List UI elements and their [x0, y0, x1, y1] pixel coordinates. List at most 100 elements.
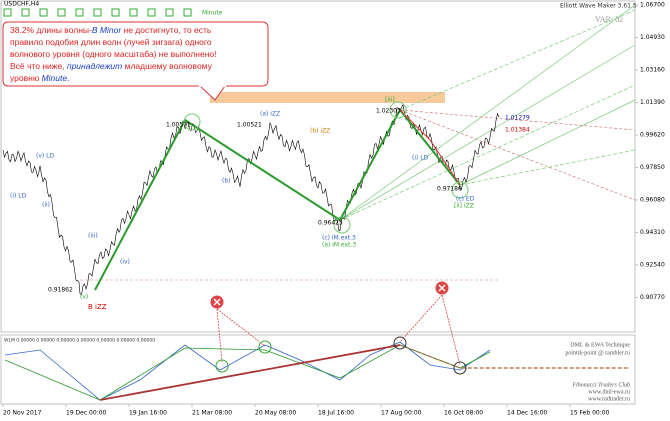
- watermark-line: www.radtrader.ru: [588, 396, 630, 402]
- annotation-segment: уровню: [10, 73, 42, 83]
- price-tag: 0.91862: [48, 287, 73, 294]
- fan-line: [399, 9, 636, 111]
- indicator-title: WLM 0.00000 0.00000 0.00000 0.00000 0.00…: [4, 338, 155, 344]
- target-zone: [210, 92, 445, 103]
- price-label: 0.94310: [640, 229, 665, 236]
- watermark: DML & EWA Technique pointik-point @ rambl…: [565, 342, 630, 402]
- time-label: 20 Nov 2017: [3, 410, 42, 417]
- time-label: 18 Jul 16:00: [318, 410, 354, 417]
- annotation-segment: волнового уровня (одного масштаба) не вы…: [10, 49, 217, 59]
- wave-circle: [451, 181, 469, 199]
- x-marker-icon: [438, 284, 446, 292]
- toolbar: Minute: [3, 8, 223, 17]
- price-label: 0.97850: [640, 164, 665, 171]
- tool-button[interactable]: [57, 8, 66, 17]
- watermark-line: www.dml-ewa.ru: [588, 389, 630, 395]
- wave-circle: [183, 113, 201, 131]
- price-tag: 0.96425: [318, 220, 343, 227]
- arrow: [441, 294, 461, 366]
- wave-label: (i) LD: [412, 155, 429, 162]
- fan-line: [339, 44, 636, 221]
- annotation-line: уровню Minute.: [10, 73, 69, 83]
- watermark-line: Fibonacci Traders Club: [571, 382, 630, 388]
- wave-label: (c) iM.ext.3: [322, 235, 356, 242]
- wave-label: (iv): [120, 259, 130, 266]
- tool-button[interactable]: [75, 8, 84, 17]
- indicator-circle: [258, 340, 272, 354]
- symbol: USDCHF,H4: [4, 1, 39, 8]
- indicator-line: [4, 344, 491, 401]
- callout-pointer-cover: [199, 84, 226, 87]
- zigzag-minor: [399, 109, 461, 186]
- callout: 38.2% длины волны-B Minor не достигнуто,…: [2, 21, 269, 101]
- x-marker-icon: [213, 298, 221, 306]
- annotation-segment: Minute: [42, 73, 68, 83]
- annotation-text: 38.2% длины волны-B Minor не достигнуто,…: [10, 25, 217, 83]
- indicator-circle: [393, 336, 407, 350]
- tool-button[interactable]: [21, 8, 30, 17]
- tool-button[interactable]: [165, 8, 174, 17]
- var-label: VAR: 02: [595, 15, 623, 24]
- annotation-segment: .: [67, 73, 69, 83]
- annotation-line: 38.2% длины волны-B Minor не достигнуто,…: [10, 25, 212, 35]
- callout-box: [2, 21, 269, 87]
- tool-button[interactable]: [129, 8, 138, 17]
- price-label: 1.04930: [640, 34, 665, 41]
- price-label: 1.01390: [640, 99, 665, 106]
- tool-button[interactable]: [111, 8, 120, 17]
- price-tag: 0.97186: [437, 186, 462, 193]
- indicator-circle: [453, 361, 467, 375]
- time-label: 16 Oct 08:00: [444, 410, 483, 417]
- wave-label: (iii): [88, 233, 98, 240]
- tool-button[interactable]: [3, 8, 12, 17]
- fan-line: [399, 109, 636, 131]
- markers: [209, 280, 461, 366]
- price-label: 0.96080: [640, 197, 665, 204]
- tool-button[interactable]: [39, 8, 48, 17]
- wave-label: (ii): [42, 202, 50, 209]
- arrow: [399, 294, 443, 343]
- tool-button[interactable]: [183, 8, 192, 17]
- fib-fan: [339, 4, 636, 221]
- time-label: 14 Dec 16:00: [507, 410, 548, 417]
- time-label: 19 Dec 00:00: [66, 410, 107, 417]
- price-label: 0.90770: [640, 294, 665, 301]
- time-axis: 20 Nov 2017 19 Dec 00:00 19 Jan 16:00 21 Ma…: [2, 404, 610, 417]
- wave-label: (v): [80, 294, 88, 301]
- indicator-projection: [399, 344, 630, 369]
- indicator-line: [4, 341, 491, 401]
- wave-circle: [333, 216, 351, 234]
- toolbar-label[interactable]: Minute: [202, 10, 223, 17]
- wave-label: (b): [222, 178, 231, 185]
- wave-label: [ii] iZZ: [454, 203, 474, 210]
- time-label: 15 Feb 00:00: [570, 410, 610, 417]
- price-label: 0.99620: [640, 132, 665, 139]
- annotation-segment: принадлежит: [67, 61, 122, 71]
- annotation-segment: младшему волновому: [122, 61, 212, 71]
- watermark-line: DML & EWA Technique: [570, 342, 630, 348]
- annotation-segment: 38.2% длины волны-: [10, 25, 92, 35]
- annotation-segment: не достигнуто, то есть: [121, 25, 212, 35]
- wave-label: (i) LD: [10, 193, 27, 200]
- wave-label: (c) ED: [456, 196, 475, 203]
- price-axis: 1.06700 1.04930 1.03160 1.01390 0.99620 0.978…: [635, 2, 665, 301]
- time-label: 17 Aug 00:00: [381, 410, 422, 417]
- annotation-line: Всё что ниже, принадлежит младшему волно…: [10, 61, 213, 71]
- price-tags: 1.00571 1.00521 1.02303 0.96425 0.97186 …: [48, 108, 530, 294]
- ewm-version: Elliott Wave Maker 3.61.5: [560, 3, 637, 10]
- callout-pointer: [199, 85, 226, 101]
- price-label: 0.92540: [640, 262, 665, 269]
- fan-line: [339, 84, 636, 221]
- tool-button[interactable]: [147, 8, 156, 17]
- fan-line: [399, 109, 636, 201]
- price-tag: 1.01279: [505, 115, 530, 122]
- fan-line: [459, 99, 636, 186]
- tool-button[interactable]: [93, 8, 102, 17]
- annotation-segment: Всё что ниже,: [10, 61, 67, 71]
- price-tag: 1.00521: [237, 122, 262, 129]
- wave-labels: (i) LD (ii) (iii) (iv) (v) (a) iZZ (b) (…: [10, 97, 475, 312]
- annotation-line: правило подобия длин волн (лучей зигзага…: [10, 37, 212, 47]
- wave-label: (v) LD: [36, 153, 54, 160]
- price-label: 1.03160: [640, 67, 665, 74]
